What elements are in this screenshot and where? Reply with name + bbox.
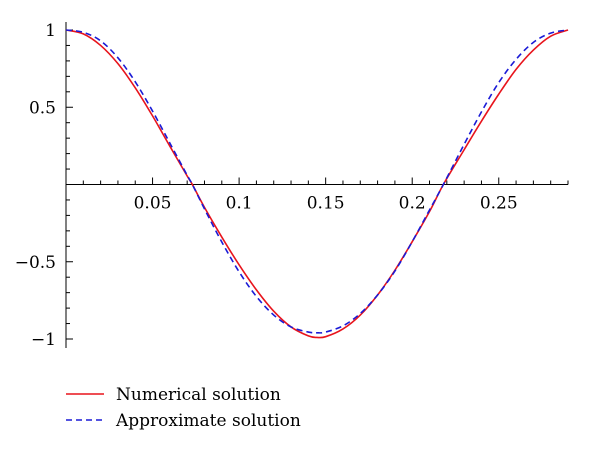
legend-label: Numerical solution bbox=[116, 385, 281, 405]
x-tick-label: 0.25 bbox=[480, 194, 518, 214]
y-tick-label: 1 bbox=[45, 21, 56, 41]
x-tick-label: 0.2 bbox=[399, 194, 426, 214]
y-tick-label: 0.5 bbox=[29, 98, 56, 118]
tick-labels: 0.05 0.1 0.15 0.2 0.25 1 0.5 −0.5 −1 bbox=[15, 21, 518, 350]
numerical-solution-line bbox=[65, 29, 569, 339]
x-tick-label: 0.05 bbox=[134, 194, 172, 214]
x-tick-label: 0.1 bbox=[226, 194, 253, 214]
series-layer bbox=[65, 29, 569, 339]
x-tick-label: 0.15 bbox=[307, 194, 345, 214]
legend-label: Approximate solution bbox=[115, 411, 301, 431]
y-tick-label: −1 bbox=[31, 330, 56, 350]
y-tick-label: −0.5 bbox=[15, 253, 56, 273]
approximate-solution-line bbox=[65, 29, 569, 334]
axes bbox=[65, 22, 568, 348]
legend: Numerical solution Approximate solution bbox=[66, 385, 301, 431]
